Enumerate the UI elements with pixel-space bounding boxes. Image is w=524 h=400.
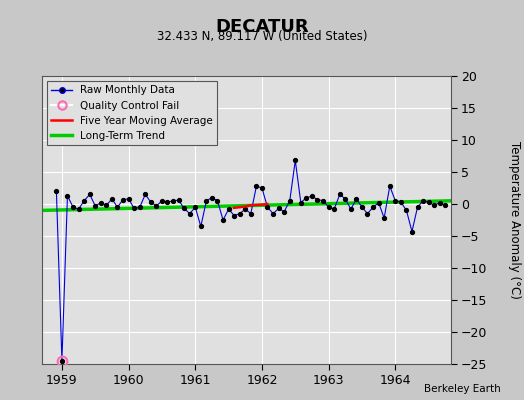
Y-axis label: Temperature Anomaly (°C): Temperature Anomaly (°C) <box>508 141 521 299</box>
Text: 32.433 N, 89.117 W (United States): 32.433 N, 89.117 W (United States) <box>157 30 367 43</box>
Text: Berkeley Earth: Berkeley Earth <box>424 384 500 394</box>
Text: DECATUR: DECATUR <box>215 18 309 36</box>
Legend: Raw Monthly Data, Quality Control Fail, Five Year Moving Average, Long-Term Tren: Raw Monthly Data, Quality Control Fail, … <box>47 81 217 145</box>
